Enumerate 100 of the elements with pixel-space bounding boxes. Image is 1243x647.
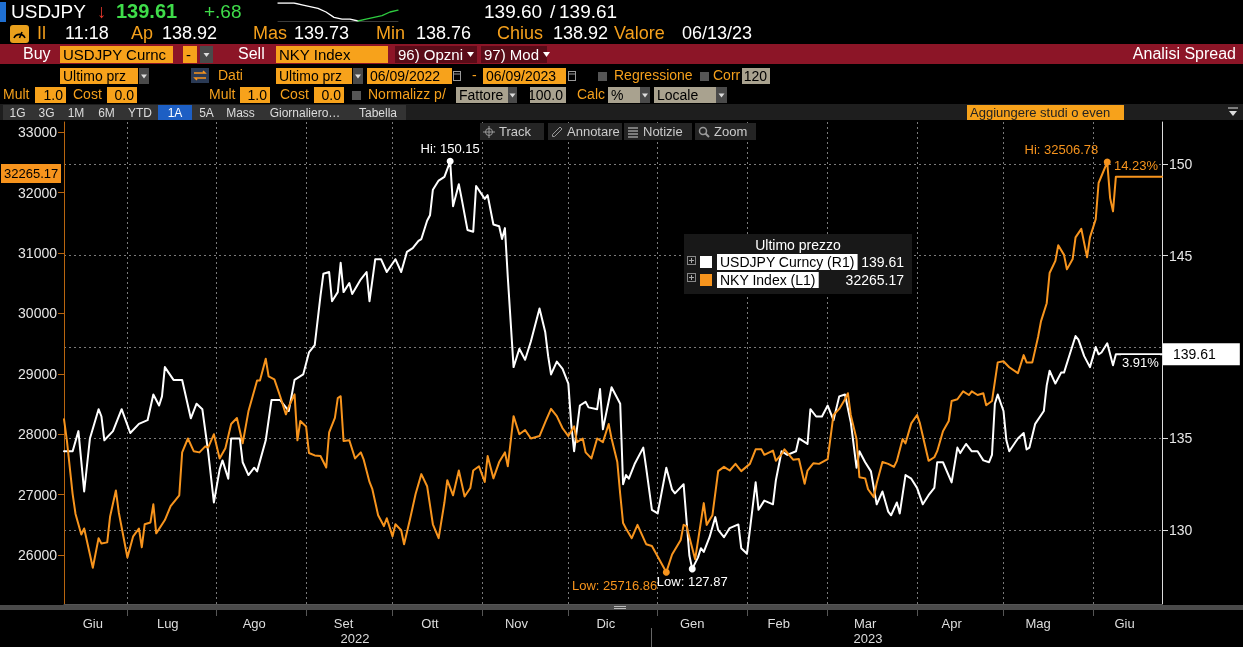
- tab-button: Tabella: [350, 105, 406, 120]
- x-tick-label: Lug: [156, 616, 179, 631]
- x-tick-label: Giu: [1114, 616, 1135, 631]
- annotation: Annotare: [567, 124, 620, 139]
- data-label: Hi: 32506.78: [1024, 141, 1099, 157]
- tab-button: 1M: [61, 105, 91, 120]
- input-field: NKY Index: [276, 46, 388, 63]
- text: /: [550, 1, 556, 22]
- text: Ap: [131, 23, 154, 43]
- x-tick-label: Mar: [853, 616, 878, 631]
- text: Calc: [577, 86, 606, 102]
- x-tick-label: Giu: [82, 616, 103, 631]
- text: Chius: [497, 23, 544, 43]
- input-field: %: [608, 87, 640, 103]
- text: ↓: [97, 1, 107, 22]
- y2-tick-label: 150: [1169, 156, 1193, 173]
- text: Mult: [209, 86, 236, 102]
- annotation: Zoom: [714, 124, 748, 139]
- tab-button: Mass: [221, 105, 260, 120]
- data-label: 139.61: [1173, 346, 1217, 363]
- data-label: Low: 127.87: [656, 574, 728, 590]
- input-field: Aggiungere studi o even: [967, 105, 1124, 120]
- legend-label: NKY Index (L1): [720, 272, 816, 288]
- text: 139.60: [484, 1, 543, 22]
- annotation: 3.91%: [1121, 355, 1160, 370]
- text: Sell: [238, 45, 265, 62]
- x-tick-label: Apr: [941, 616, 963, 631]
- text: 138.92: [553, 23, 609, 43]
- y2-tick-label: 130: [1169, 521, 1193, 538]
- text: -: [472, 67, 477, 83]
- input-field: 120: [742, 68, 770, 84]
- y-tick-label: 29000: [18, 365, 58, 382]
- text: 139.73: [294, 23, 350, 43]
- toolbar-button: Notizie: [624, 123, 692, 140]
- annotation: 14.23%: [1113, 157, 1159, 173]
- input-field: 0.0: [107, 87, 137, 103]
- text: +.68: [204, 1, 242, 22]
- annotation: 32265.17: [845, 272, 905, 288]
- text: Analisi Spread: [1132, 45, 1236, 62]
- text: Dati: [218, 67, 243, 83]
- input-field: 0.0: [314, 87, 344, 103]
- text: 138.92: [162, 23, 218, 43]
- text: Buy: [23, 45, 51, 62]
- input-field: Locale: [654, 87, 716, 103]
- input-field: 06/09/2022: [367, 68, 452, 84]
- y2-tick-label: 135: [1169, 430, 1193, 447]
- x-tick-label: Feb: [767, 616, 790, 631]
- annotation: Track: [499, 124, 532, 139]
- text: 2022: [340, 631, 370, 646]
- text: Mas: [253, 23, 288, 43]
- x-tick-label: Gen: [679, 616, 705, 631]
- y-tick-label: 30000: [18, 305, 58, 322]
- tab-button: 1A: [158, 105, 192, 120]
- tab-button: 6M: [91, 105, 122, 120]
- y-tick-label: 32000: [18, 184, 58, 201]
- toolbar-button: Zoom: [695, 123, 756, 140]
- input-field: 1.0: [240, 87, 270, 103]
- input-field: USDJPY Curnc: [60, 46, 173, 63]
- text: Corr: [713, 67, 741, 83]
- legend-title: Ultimo prezzo: [755, 237, 841, 253]
- y-tick-label: 27000: [18, 486, 58, 503]
- y-tick-label: 33000: [18, 124, 58, 141]
- x-tick-label: Dic: [596, 616, 616, 631]
- text: 139.61: [559, 1, 618, 22]
- tab-button: 5A: [192, 105, 221, 120]
- legend-label: USDJPY Curncy (R1): [720, 254, 855, 270]
- data-label: Low: 25716.86: [572, 577, 658, 593]
- text: 138.76: [416, 23, 472, 43]
- text: 2023: [853, 631, 883, 646]
- input-field: 100.0: [530, 87, 566, 103]
- text: 32265.17: [4, 166, 59, 181]
- tab-button: 1G: [3, 105, 32, 120]
- menu-button: 96) Opzni: [395, 46, 477, 63]
- text: Min: [376, 23, 406, 43]
- x-tick-label: Mag: [1025, 616, 1051, 631]
- text: Valore: [614, 23, 665, 43]
- tab-button: 3G: [32, 105, 61, 120]
- text: Normalizz p/: [368, 86, 446, 102]
- text: Il: [37, 23, 46, 43]
- input-field: Ultimo prz: [60, 68, 138, 84]
- toolbar-button: Track: [480, 123, 544, 140]
- y-tick-label: 26000: [18, 547, 58, 564]
- tab-button: Giornaliero…: [260, 105, 350, 120]
- text: 06/13/23: [682, 23, 753, 43]
- x-tick-label: Set: [333, 616, 354, 631]
- y-tick-label: 31000: [18, 245, 58, 262]
- input-field: 1.0: [35, 87, 66, 103]
- annotation: Notizie: [643, 124, 683, 139]
- y-tick-label: 28000: [18, 426, 58, 443]
- tab-button: YTD: [122, 105, 158, 120]
- toolbar-button: Annotare: [548, 123, 622, 140]
- annotation: 139.61: [861, 254, 905, 270]
- x-tick-label: Ago: [242, 616, 266, 631]
- text: Mult: [3, 86, 30, 102]
- data-label: Hi: 150.15: [420, 140, 480, 156]
- y2-tick-label: 145: [1169, 247, 1193, 264]
- input-field: Ultimo prz: [276, 68, 352, 84]
- text: Cost: [280, 86, 309, 102]
- input-field: 06/09/2023: [483, 68, 566, 84]
- text: 11:18: [65, 23, 109, 43]
